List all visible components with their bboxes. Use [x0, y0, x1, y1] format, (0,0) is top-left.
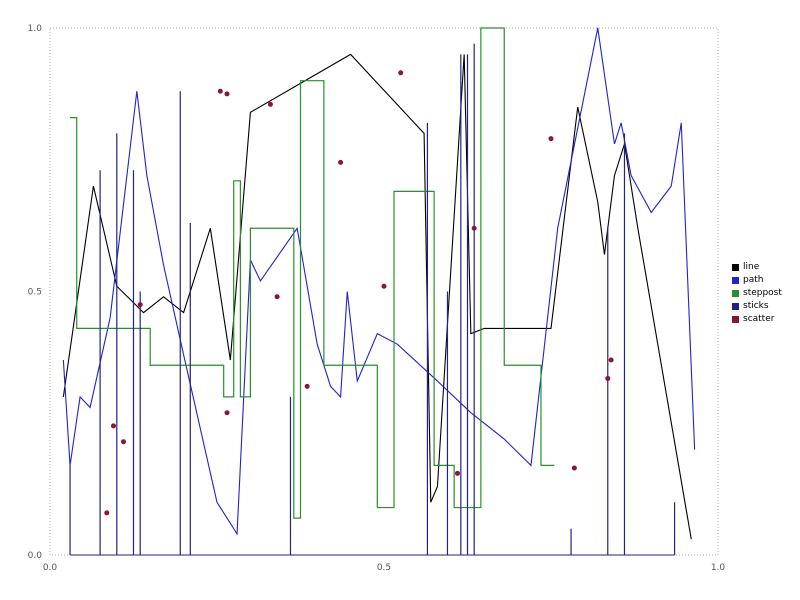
legend-item-line: line: [732, 261, 782, 274]
legend-label: path: [743, 275, 764, 285]
x-tick-label: 0.0: [43, 563, 58, 573]
series-scatter-point: [267, 101, 273, 107]
series-scatter-point: [548, 136, 554, 142]
series-steppost: [70, 27, 555, 519]
legend-item-steppost: steppost: [732, 287, 782, 300]
series-scatter-point: [338, 159, 344, 165]
legend-item-sticks: sticks: [732, 300, 782, 313]
series-scatter-point: [120, 439, 126, 445]
x-tick-label: 0.5: [377, 563, 391, 573]
legend-swatch-sticks: [732, 303, 739, 310]
legend-label: steppost: [743, 288, 782, 298]
series-line: [62, 53, 692, 540]
series-scatter-point: [605, 375, 611, 381]
series-scatter-point: [608, 357, 614, 363]
legend-label: scatter: [743, 314, 775, 324]
legend-label: line: [743, 262, 760, 272]
legend-item-scatter: scatter: [732, 313, 782, 326]
legend-item-path: path: [732, 274, 782, 287]
x-tick-label: 1.0: [711, 563, 726, 573]
series-path: [62, 27, 696, 536]
legend-swatch-steppost: [732, 290, 739, 297]
legend-swatch-path: [732, 277, 739, 284]
series-scatter-point: [471, 225, 477, 231]
legend-label: sticks: [743, 301, 769, 311]
series-scatter-point: [304, 383, 310, 389]
series-scatter-point: [398, 70, 404, 76]
y-tick-label: 1.0: [28, 24, 43, 34]
series-scatter-point: [381, 283, 387, 289]
series-scatter-point: [224, 410, 230, 416]
series-scatter-point: [571, 465, 577, 471]
legend-swatch-scatter: [732, 316, 739, 323]
legend-swatch-line: [732, 264, 739, 271]
series-scatter-point: [137, 302, 143, 308]
y-tick-label: 0.5: [28, 288, 42, 298]
series-scatter-point: [454, 470, 460, 476]
series-scatter-point: [224, 91, 230, 97]
series-scatter-point: [110, 423, 116, 429]
chart-legend: line path steppost sticks scatter: [732, 261, 782, 326]
y-tick-label: 0.0: [28, 551, 43, 561]
series-scatter-point: [104, 510, 110, 516]
series-scatter-point: [217, 88, 223, 94]
plot-border: [49, 27, 719, 556]
series-scatter-point: [274, 294, 280, 300]
